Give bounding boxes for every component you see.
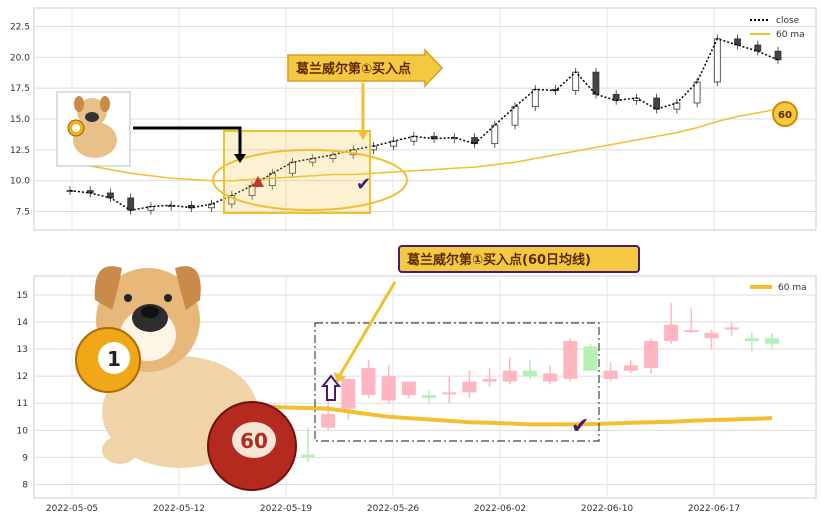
bottom-candle-body xyxy=(381,376,396,401)
top-annotation: 葛兰威尔第①买入点 xyxy=(287,48,444,140)
bottom-ytick-label: 14 xyxy=(17,318,29,328)
bottom-candle-body xyxy=(482,378,497,382)
bottom-y-axis: 8 9 10 11 12 13 14 15 xyxy=(17,291,29,491)
bottom-candle-body xyxy=(422,395,437,398)
bottom-candle-body xyxy=(401,381,416,396)
bottom-xtick-label: 2022-05-19 xyxy=(260,504,313,514)
top-ytick-label: 12.5 xyxy=(10,146,30,156)
top-candle-body xyxy=(734,38,741,46)
ball-sixty-icon: 60 xyxy=(207,401,297,491)
bottom-ytick-label: 9 xyxy=(22,453,28,463)
top-up-marker-icon xyxy=(252,176,264,187)
top-candle-body xyxy=(410,135,418,142)
top-candle-body xyxy=(248,185,256,196)
bottom-xtick-label: 2022-05-26 xyxy=(367,504,420,514)
bottom-annotation: 葛兰威尔第①买入点(60日均线) xyxy=(334,245,640,383)
bottom-candle-body xyxy=(442,392,457,395)
top-candle-body xyxy=(673,102,681,110)
bottom-candle-body xyxy=(321,414,336,428)
bottom-candle-body xyxy=(522,370,537,377)
bottom-annotation-text: 葛兰威尔第①买入点(60日均线) xyxy=(406,252,591,268)
top-candle-body xyxy=(329,154,337,159)
bottom-candle-body xyxy=(583,346,598,371)
bottom-candle-body xyxy=(341,378,356,409)
top-y-axis: 7.5 10.0 12.5 15.0 17.5 20.0 22.5 xyxy=(10,23,30,218)
ma-label-badge: 60 xyxy=(772,101,798,127)
top-candle-body xyxy=(592,71,600,95)
top-candle-body xyxy=(430,135,438,140)
bottom-up-arrow-icon xyxy=(320,374,342,401)
bottom-candle-body xyxy=(502,370,517,382)
bottom-ma60-line xyxy=(239,404,773,427)
bottom-candle-body xyxy=(563,340,578,379)
bottom-x-axis: 2022-05-05 2022-05-12 2022-05-19 2022-05-26… xyxy=(46,504,740,514)
top-ytick-label: 15.0 xyxy=(10,115,30,125)
top-candle-body xyxy=(774,50,782,61)
bottom-xtick-label: 2022-05-05 xyxy=(46,504,98,514)
top-ma60-line xyxy=(69,108,779,182)
ball-sixty-label: 60 xyxy=(240,429,268,453)
bottom-ytick-label: 15 xyxy=(17,291,28,301)
legend-bottom-ma: 60 ma xyxy=(778,283,807,293)
top-candle-body xyxy=(693,81,701,104)
top-candle-body xyxy=(531,89,539,108)
bottom-candle-body xyxy=(301,454,315,458)
top-candle-body xyxy=(208,203,216,209)
ball-one-icon: 1 xyxy=(75,327,141,393)
legend-close: close xyxy=(776,16,800,26)
top-ytick-label: 10.0 xyxy=(10,177,30,187)
bottom-candle-body xyxy=(462,381,477,393)
ball-one-label: 1 xyxy=(107,347,121,371)
top-highlight-box xyxy=(223,130,371,214)
top-checkmark-icon: ✔ xyxy=(356,174,371,195)
bottom-xtick-label: 2022-06-02 xyxy=(474,504,526,514)
top-close-line xyxy=(69,37,779,212)
legend-ma: 60 ma xyxy=(776,30,805,40)
top-ytick-label: 17.5 xyxy=(10,84,30,94)
bottom-candle-body xyxy=(623,365,638,371)
bottom-candle-body xyxy=(361,368,376,396)
top-ytick-label: 7.5 xyxy=(16,208,30,218)
bottom-candle-body xyxy=(684,330,699,333)
dog-arrow xyxy=(133,126,242,158)
bottom-xtick-label: 2022-05-12 xyxy=(153,504,205,514)
bottom-candle-body xyxy=(664,324,679,341)
top-candle-body xyxy=(127,197,135,211)
bottom-xtick-label: 2022-06-10 xyxy=(581,504,634,514)
bottom-candle-body xyxy=(765,338,779,344)
bottom-xtick-label: 2022-06-17 xyxy=(688,504,740,514)
top-candle-body xyxy=(309,158,317,163)
top-highlight-ellipse xyxy=(212,149,408,211)
bottom-candles xyxy=(301,303,779,463)
ma-label-text: 60 xyxy=(778,110,792,121)
dog-thumbnail-icon xyxy=(56,91,131,167)
top-candle-body xyxy=(491,124,499,145)
bottom-ytick-label: 11 xyxy=(17,399,28,409)
top-legend: close 60 ma xyxy=(750,16,805,40)
top-candle-body xyxy=(653,97,661,110)
bottom-candle-body xyxy=(724,327,739,330)
bottom-legend: 60 ma xyxy=(750,283,807,293)
bottom-candle-body xyxy=(603,370,618,379)
top-annotation-text: 葛兰威尔第①买入点 xyxy=(295,61,411,77)
bottom-ytick-label: 8 xyxy=(22,480,28,490)
bottom-candle-body xyxy=(643,340,658,369)
top-candle-body xyxy=(268,172,276,186)
top-ytick-label: 22.5 xyxy=(10,23,30,33)
bottom-highlight-box xyxy=(314,322,600,442)
bottom-ytick-label: 13 xyxy=(17,345,28,355)
top-candle-body xyxy=(713,38,721,83)
bottom-ytick-label: 10 xyxy=(17,426,29,436)
bottom-checkmark-icon: ✔ xyxy=(571,414,589,439)
bottom-candle-body xyxy=(744,338,759,341)
top-candle-body xyxy=(511,106,519,126)
bottom-candle-body xyxy=(543,373,558,382)
dog-arrow-head-icon xyxy=(234,154,246,163)
bottom-candle-body xyxy=(704,332,719,339)
bottom-ytick-label: 12 xyxy=(17,372,28,382)
top-ytick-label: 20.0 xyxy=(10,53,30,63)
